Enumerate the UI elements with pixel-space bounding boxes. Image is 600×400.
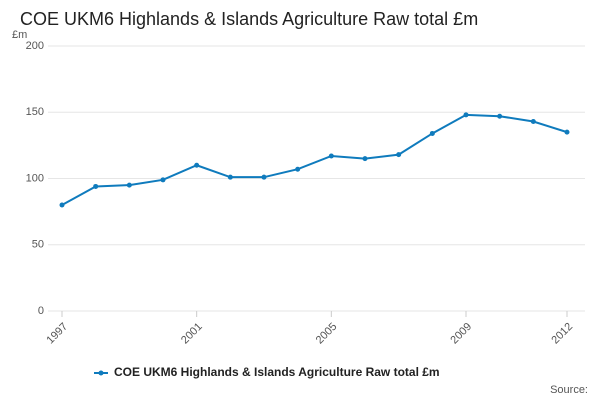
x-tick-label: 2001: [179, 321, 205, 347]
y-tick-label: 200: [26, 40, 44, 52]
point: [93, 183, 99, 189]
y-tick-label: 150: [26, 106, 44, 118]
source: Source:: [550, 384, 588, 396]
point: [429, 130, 435, 136]
x-tick-label: 2012: [549, 321, 575, 347]
point: [463, 112, 469, 118]
x-tick-label: 2005: [314, 321, 340, 347]
point: [497, 113, 503, 119]
point: [328, 153, 334, 159]
y-tick-label: 50: [32, 239, 44, 251]
point: [194, 162, 200, 168]
point: [295, 166, 301, 172]
point: [362, 156, 368, 162]
x-tick-label: 1997: [44, 321, 70, 347]
point: [126, 182, 132, 188]
y-tick-label: 100: [26, 172, 44, 184]
point: [530, 119, 536, 125]
legend-symbol: [98, 370, 104, 376]
point: [59, 202, 65, 208]
point: [160, 177, 166, 183]
y-axis-label: £m: [12, 29, 27, 41]
point: [396, 152, 402, 158]
point: [261, 174, 267, 180]
chart-title: COE UKM6 Highlands & Islands Agriculture…: [20, 9, 478, 29]
point: [564, 129, 570, 135]
point: [227, 174, 233, 180]
y-tick-label: 0: [38, 305, 44, 317]
legend-label: COE UKM6 Highlands & Islands Agriculture…: [114, 365, 440, 379]
series-line: [61, 113, 568, 206]
x-tick-label: 2009: [448, 321, 474, 347]
